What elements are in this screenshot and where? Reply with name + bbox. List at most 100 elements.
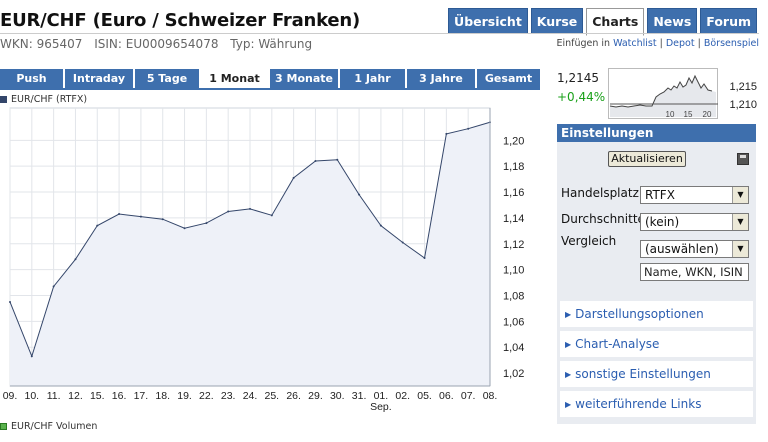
- compare-search-input[interactable]: Name, WKN, ISIN: [640, 263, 749, 281]
- handelsplatz-value: RTFX: [645, 188, 675, 202]
- legend-label: EUR/CHF (RTFX): [11, 94, 88, 105]
- section-label: sonstige Einstellungen: [575, 367, 711, 381]
- watchlist-link[interactable]: Watchlist: [613, 38, 657, 49]
- section-sonstige-einstellungen[interactable]: ▶ sonstige Einstellungen: [560, 361, 753, 387]
- chevron-down-icon[interactable]: ▼: [732, 241, 748, 257]
- data-point: [118, 213, 121, 216]
- x-tick-label: 01.: [374, 390, 389, 402]
- handelsplatz-label: Handelsplatz: [561, 186, 639, 200]
- x-tick-label: 15.: [90, 390, 105, 402]
- page-title: EUR/CHF (Euro / Schweizer Franken): [0, 10, 361, 31]
- data-point: [292, 176, 295, 179]
- y-tick-label: 1,06: [503, 316, 524, 328]
- x-tick-label: 22.: [199, 390, 214, 402]
- settings-panel: Einstellungen Aktualisieren Handelsplatz…: [557, 124, 756, 424]
- instrument-info: WKN: 965407 ISIN: EU0009654078 Typ: Währ…: [0, 37, 320, 51]
- main-tabs: Übersicht Kurse Charts News Forum: [448, 8, 757, 36]
- tab-charts[interactable]: Charts: [586, 8, 645, 36]
- month-label: Sep.: [370, 401, 392, 413]
- data-point: [183, 227, 186, 230]
- chart-legend: EUR/CHF (RTFX): [0, 94, 87, 105]
- wkn-text: WKN: 965407: [0, 37, 83, 51]
- x-tick-label: 08.: [483, 390, 498, 402]
- chevron-down-icon[interactable]: ▼: [732, 187, 748, 203]
- range-tab-5-tage[interactable]: 5 Tage: [135, 69, 199, 88]
- chevron-down-icon[interactable]: ▼: [732, 214, 748, 230]
- mini-ytick: 1,215: [729, 81, 757, 93]
- add-to-label: Einfügen in: [556, 38, 611, 49]
- intraday-mini-chart[interactable]: 1,215 1,210 10 15 20: [608, 68, 758, 120]
- isin-text: ISIN: EU0009654078: [94, 37, 219, 51]
- range-tab-intraday[interactable]: Intraday: [65, 69, 133, 88]
- update-button[interactable]: Aktualisieren: [608, 151, 686, 167]
- range-tab-1-jahr[interactable]: 1 Jahr: [340, 69, 405, 88]
- vergleich-select[interactable]: (auswählen) ▼: [640, 240, 749, 258]
- x-tick-label: 10.: [25, 390, 40, 402]
- section-label: weiterführende Links: [575, 397, 702, 411]
- save-icon[interactable]: [737, 153, 749, 165]
- durchschnitte-label: Durchschnitte: [561, 212, 645, 226]
- data-point: [52, 285, 55, 288]
- volume-legend: EUR/CHF Volumen: [0, 421, 97, 432]
- handelsplatz-select[interactable]: RTFX ▼: [640, 186, 749, 204]
- depot-link[interactable]: Depot: [665, 38, 695, 49]
- mini-xtick: 20: [703, 110, 712, 119]
- link-separator: |: [694, 38, 704, 49]
- vergleich-label: Vergleich: [561, 234, 617, 248]
- vergleich-value: (auswählen): [645, 242, 719, 256]
- x-tick-label: 24.: [243, 390, 258, 402]
- data-point: [30, 355, 33, 358]
- x-tick-label: 06.: [439, 390, 454, 402]
- tab-uebersicht[interactable]: Übersicht: [448, 8, 528, 34]
- y-tick-label: 1,08: [503, 290, 524, 302]
- x-tick-label: 30.: [330, 390, 345, 402]
- data-point: [379, 224, 382, 227]
- x-tick-label: 25.: [265, 390, 280, 402]
- data-point: [249, 207, 251, 210]
- data-point: [336, 158, 339, 161]
- x-tick-label: 17.: [134, 390, 149, 402]
- y-tick-label: 1,04: [503, 342, 524, 354]
- settings-title: Einstellungen: [557, 124, 756, 142]
- data-point: [74, 258, 77, 261]
- range-tab-push[interactable]: Push: [0, 69, 63, 88]
- range-tab-underline: [0, 88, 540, 90]
- expand-triangle-icon: ▶: [565, 400, 572, 409]
- section-weiterfuehrende-links[interactable]: ▶ weiterführende Links: [560, 391, 753, 417]
- tab-kurse[interactable]: Kurse: [530, 8, 584, 34]
- x-tick-label: 26.: [286, 390, 301, 402]
- mini-xtick: 15: [684, 110, 693, 119]
- durchschnitte-value: (kein): [645, 215, 680, 229]
- data-point: [423, 256, 426, 259]
- series-area: [10, 122, 490, 386]
- data-point: [9, 300, 11, 303]
- price-chart[interactable]: 1,02 1,04 1,06 1,08 1,10 1,12 1,14 1,16 1,18 1,20…: [0, 103, 540, 421]
- section-chart-analyse[interactable]: ▶ Chart-Analyse: [560, 331, 753, 357]
- range-tab-1-monat[interactable]: 1 Monat: [201, 69, 268, 88]
- x-tick-label: 16.: [112, 390, 127, 402]
- link-separator: |: [656, 38, 666, 49]
- y-tick-label: 1,18: [503, 161, 524, 173]
- x-tick-label: 29.: [308, 390, 323, 402]
- tab-forum[interactable]: Forum: [700, 8, 757, 34]
- expand-triangle-icon: ▶: [565, 340, 572, 349]
- section-label: Chart-Analyse: [575, 337, 660, 351]
- data-point: [227, 210, 230, 213]
- data-point: [96, 224, 99, 227]
- mini-quote: 1,2145 +0,44%: [557, 71, 605, 104]
- y-tick-label: 1,20: [503, 135, 524, 147]
- tab-news[interactable]: News: [647, 8, 698, 34]
- range-tab-3-jahre[interactable]: 3 Jahre: [407, 69, 475, 88]
- data-point: [139, 215, 142, 218]
- data-point: [401, 241, 404, 244]
- price-change: +0,44%: [557, 90, 606, 104]
- section-darstellungsoptionen[interactable]: ▶ Darstellungsoptionen: [560, 301, 753, 327]
- data-point: [467, 127, 470, 130]
- range-tab-gesamt[interactable]: Gesamt: [477, 69, 540, 88]
- range-tab-3-monate[interactable]: 3 Monate: [270, 69, 338, 88]
- boersenspiel-link[interactable]: Börsenspiel: [703, 38, 759, 49]
- data-point: [161, 218, 164, 221]
- durchschnitte-select[interactable]: (kein) ▼: [640, 213, 749, 231]
- last-price: 1,2145: [557, 71, 599, 85]
- data-point: [314, 160, 317, 163]
